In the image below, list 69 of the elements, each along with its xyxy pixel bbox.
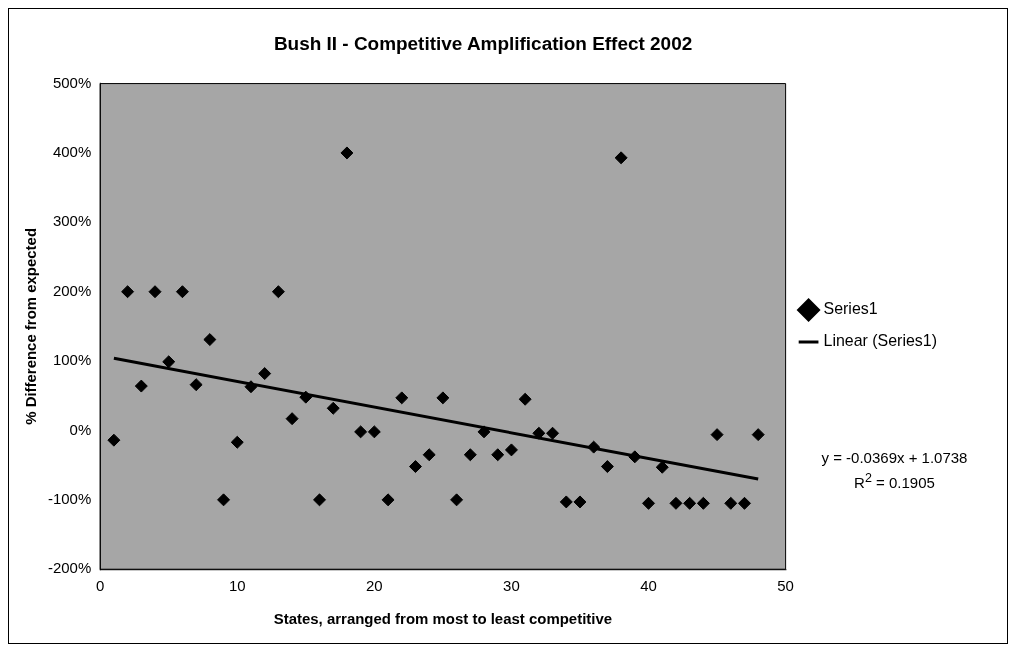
point <box>532 426 546 440</box>
point <box>367 425 381 439</box>
point <box>450 493 464 507</box>
point <box>381 493 395 507</box>
point <box>463 448 477 462</box>
y-tick-label: 500% <box>52 73 92 91</box>
point <box>436 391 450 405</box>
point <box>326 401 340 415</box>
y-tick-label: -100% <box>47 489 92 507</box>
point <box>217 493 231 507</box>
y-tick-label: 0% <box>69 420 92 438</box>
point <box>546 426 560 440</box>
point <box>683 496 697 510</box>
text: R$^{2}$ = 0.1905 <box>853 470 936 493</box>
point <box>600 460 614 474</box>
legend-label: Series1 <box>823 300 878 318</box>
point <box>230 435 244 449</box>
x-tick-label: 0 <box>96 577 105 595</box>
y-axis-title: % Difference from expected <box>22 227 40 425</box>
point <box>107 433 121 447</box>
y-tick-label: 300% <box>52 212 92 230</box>
point <box>271 285 285 299</box>
y-tick-label: 100% <box>52 351 92 369</box>
point <box>408 460 422 474</box>
point <box>258 367 272 381</box>
point <box>162 355 176 369</box>
point <box>724 496 738 510</box>
y-tick-label: 200% <box>52 281 92 299</box>
point <box>395 391 409 405</box>
x-axis-title: States, arranged from most to least competitive <box>273 610 613 628</box>
point <box>491 448 505 462</box>
point <box>669 496 683 510</box>
point <box>354 425 368 439</box>
point <box>614 151 628 165</box>
legend-label: Linear (Series1) <box>823 332 937 350</box>
x-tick-label: 40 <box>640 577 657 595</box>
chart-title: Bush II - Competitive Amplification Effect 2002 <box>273 32 693 54</box>
text: y = -0.0369x + 1.0738 <box>820 448 969 468</box>
point <box>628 450 642 464</box>
point <box>422 448 436 462</box>
x-tick-label: 50 <box>777 577 794 595</box>
point <box>751 428 765 442</box>
point <box>518 392 532 406</box>
point <box>696 496 710 510</box>
point <box>189 378 203 392</box>
point <box>285 412 299 426</box>
point <box>655 460 669 474</box>
point <box>244 380 258 394</box>
point <box>175 285 189 299</box>
point <box>504 443 518 457</box>
x-tick-label: 20 <box>366 577 383 595</box>
x-tick-label: 10 <box>228 577 246 595</box>
point <box>148 285 162 299</box>
point <box>559 495 573 509</box>
x-tick-label: 30 <box>503 577 520 595</box>
point <box>738 496 751 510</box>
point <box>203 333 217 347</box>
point <box>340 146 354 160</box>
point <box>587 440 601 454</box>
y-tick-label: -200% <box>47 559 92 577</box>
point <box>710 428 724 442</box>
point <box>121 285 135 299</box>
point <box>573 495 587 509</box>
y-tick-label: 400% <box>52 143 92 161</box>
point <box>477 425 491 439</box>
point <box>642 496 656 510</box>
point <box>134 379 148 393</box>
point <box>299 390 313 404</box>
point <box>313 493 326 507</box>
